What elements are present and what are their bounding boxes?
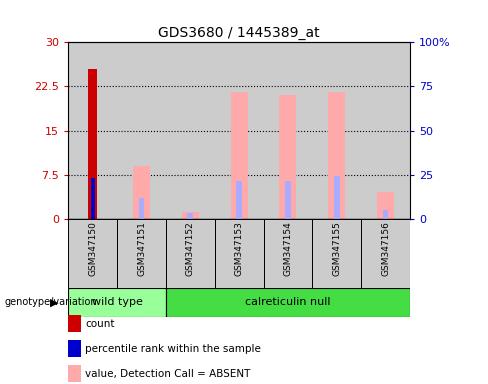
Bar (91, 178, 95, 219)
Bar (117, 219, 166, 288)
Bar (166, 42, 215, 219)
Bar (187, 213, 193, 219)
Bar (377, 192, 394, 219)
Text: GSM347150: GSM347150 (88, 221, 97, 276)
Bar (334, 177, 340, 219)
Bar (68, 42, 117, 219)
Text: percentile rank within the sample: percentile rank within the sample (85, 344, 261, 354)
Bar (383, 210, 388, 219)
Text: GSM347153: GSM347153 (235, 221, 244, 276)
Bar (117, 42, 166, 219)
Bar (361, 219, 410, 288)
Bar (215, 219, 264, 288)
Text: ▶: ▶ (50, 297, 59, 308)
Bar (312, 219, 361, 288)
Bar (264, 219, 312, 288)
Text: calreticulin null: calreticulin null (245, 297, 331, 308)
Bar (279, 95, 297, 219)
Bar (166, 288, 410, 317)
Bar (68, 219, 117, 288)
Bar (133, 166, 150, 219)
Text: GSM347156: GSM347156 (381, 221, 390, 276)
Bar (328, 92, 345, 219)
Bar (139, 198, 144, 219)
Text: genotype/variation: genotype/variation (5, 297, 98, 308)
Bar (236, 180, 242, 219)
Bar (88, 69, 97, 219)
Text: wild type: wild type (92, 297, 142, 308)
Title: GDS3680 / 1445389_at: GDS3680 / 1445389_at (158, 26, 320, 40)
Bar (361, 42, 410, 219)
Text: GSM347151: GSM347151 (137, 221, 146, 276)
Text: GSM347155: GSM347155 (332, 221, 341, 276)
Text: GSM347154: GSM347154 (284, 221, 292, 276)
Bar (312, 42, 361, 219)
Bar (215, 42, 264, 219)
Bar (285, 180, 291, 219)
Bar (68, 288, 166, 317)
Bar (264, 42, 312, 219)
Text: count: count (85, 319, 115, 329)
Bar (230, 92, 248, 219)
Text: value, Detection Call = ABSENT: value, Detection Call = ABSENT (85, 369, 251, 379)
Bar (166, 219, 215, 288)
Bar (182, 212, 199, 219)
Text: GSM347152: GSM347152 (186, 221, 195, 276)
